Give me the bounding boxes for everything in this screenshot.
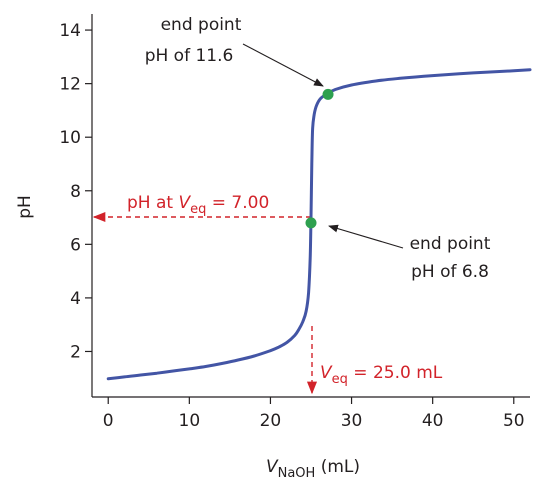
end-point-high-label-line1: end point [161,15,242,35]
veq-sub: eq [332,372,348,387]
points-group [305,88,334,229]
end-point-marker [305,217,317,229]
end-point-low-label-line2: pH of 6.8 [411,262,489,282]
x-tick-label: 50 [503,411,525,431]
y-tick-label: 4 [70,289,81,309]
x-axis-label: VNaOH (mL) [266,457,360,481]
titration-curve [106,68,532,381]
y-tick-label: 6 [70,235,81,255]
ph-at-veq-var: V [178,193,191,213]
x-axis-label-unit: (mL) [315,457,360,477]
end-point-marker [322,88,334,100]
y-tick-label: 14 [59,21,81,41]
x-tick-label: 40 [422,411,444,431]
y-tick-label: 8 [70,182,81,202]
x-ticks: 0 10 20 30 40 50 [103,397,525,431]
axes: 0 10 20 30 40 50 2 4 6 8 10 12 14 [59,14,530,431]
veq-label: Veq = 25.0 mL [320,363,443,387]
end-point-low-arrow [328,224,404,249]
y-axis-label: pH [15,195,35,219]
x-axis-label-var: V [266,457,279,477]
y-tick-label: 2 [70,342,81,362]
x-tick-label: 10 [179,411,201,431]
y-ticks: 2 4 6 8 10 12 14 [59,21,92,362]
y-tick-label: 12 [59,75,81,95]
series-group [106,68,532,381]
end-point-high-arrow [242,43,324,87]
ph-at-veq-pre: pH at [127,193,178,213]
end-point-high-label-line2: pH of 11.6 [145,46,234,66]
x-tick-label: 20 [260,411,282,431]
x-tick-label: 30 [341,411,363,431]
ph-at-veq-post: = 7.00 [206,193,269,213]
x-tick-label: 0 [103,411,114,431]
veq-var: V [320,363,333,383]
ph-at-veq-sub: eq [190,202,206,217]
end-point-low-label-line1: end point [410,234,491,254]
veq-post: = 25.0 mL [348,363,443,383]
x-axis-label-sub: NaOH [278,466,316,481]
ph-at-veq-label: pH at Veq = 7.00 [127,193,269,217]
y-tick-label: 10 [59,128,81,148]
